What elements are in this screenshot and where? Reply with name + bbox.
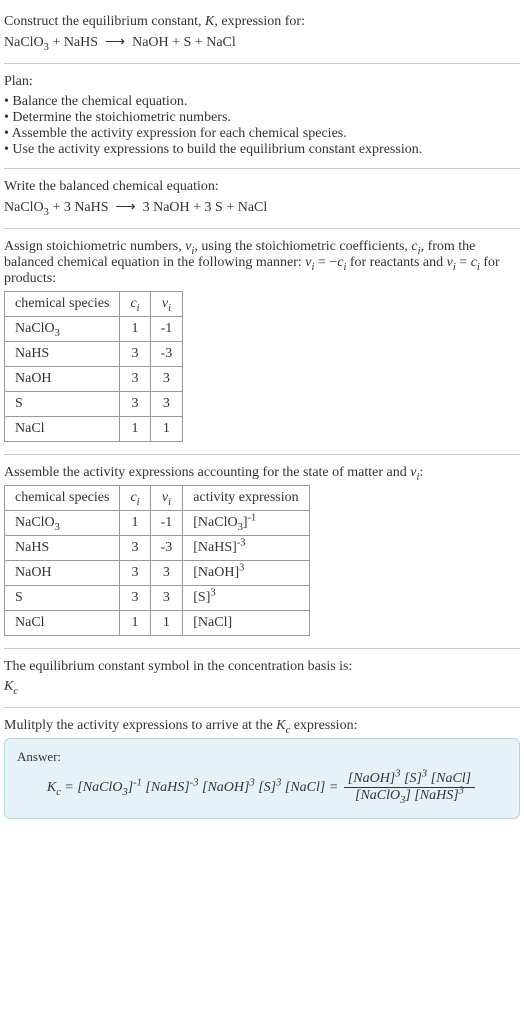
activity-intro: Assemble the activity expressions accoun… — [4, 465, 520, 481]
td: NaOH — [5, 561, 120, 586]
section-eqsymbol: The equilibrium constant symbol in the c… — [4, 649, 520, 708]
plan-title: Plan: — [4, 74, 520, 90]
td: 3 — [120, 367, 150, 392]
section-question: Construct the equilibrium constant, K, e… — [4, 4, 520, 64]
td: 1 — [120, 417, 150, 442]
table-row: NaClO3 1 -1 [NaClO3]-1 — [5, 511, 310, 536]
td: 3 — [150, 586, 183, 611]
balanced-equation: NaClO3 + 3 NaHS ⟶ 3 NaOH + 3 S + NaCl — [4, 199, 520, 216]
table-row: NaHS 3 -3 — [5, 342, 183, 367]
td: NaCl — [5, 611, 120, 636]
td: 3 — [120, 536, 150, 561]
table-row: NaOH 3 3 [NaOH]3 — [5, 561, 310, 586]
td: [NaHS]-3 — [183, 536, 309, 561]
th-vi: νi — [150, 486, 183, 511]
td: NaClO3 — [5, 511, 120, 536]
th-activity: activity expression — [183, 486, 309, 511]
question-equation: NaClO3 + NaHS ⟶ NaOH + S + NaCl — [4, 34, 520, 51]
multiply-title: Mulitply the activity expressions to arr… — [4, 718, 520, 734]
td: 3 — [150, 367, 183, 392]
section-multiply: Mulitply the activity expressions to arr… — [4, 708, 520, 829]
table-row: NaClO3 1 -1 — [5, 317, 183, 342]
plan-item: Assemble the activity expression for eac… — [4, 126, 520, 142]
eqsymbol-line2: Kc — [4, 679, 520, 695]
td: 3 — [120, 586, 150, 611]
eqsymbol-line1: The equilibrium constant symbol in the c… — [4, 659, 520, 675]
table-header-row: chemical species ci νi activity expressi… — [5, 486, 310, 511]
td: NaHS — [5, 536, 120, 561]
table-row: NaHS 3 -3 [NaHS]-3 — [5, 536, 310, 561]
td: [NaCl] — [183, 611, 309, 636]
section-balanced: Write the balanced chemical equation: Na… — [4, 169, 520, 229]
answer-num: [NaOH]3 [S]3 [NaCl] — [344, 771, 475, 788]
td: [NaOH]3 — [183, 561, 309, 586]
table-header-row: chemical species ci νi — [5, 292, 183, 317]
answer-lhs: Kc = [NaClO3]-1 [NaHS]-3 [NaOH]3 [S]3 [N… — [47, 780, 342, 795]
answer-fraction: [NaOH]3 [S]3 [NaCl][NaClO3] [NaHS]3 — [344, 771, 475, 804]
table-row: S 3 3 — [5, 392, 183, 417]
answer-equation: Kc = [NaClO3]-1 [NaHS]-3 [NaOH]3 [S]3 [N… — [17, 771, 507, 804]
td: 3 — [120, 392, 150, 417]
td: 1 — [120, 611, 150, 636]
balanced-title: Write the balanced chemical equation: — [4, 179, 520, 195]
plan-item: Balance the chemical equation. — [4, 94, 520, 110]
td: -1 — [150, 317, 183, 342]
td: 1 — [150, 417, 183, 442]
answer-label: Answer: — [17, 749, 507, 765]
table-row: S 3 3 [S]3 — [5, 586, 310, 611]
td: 1 — [150, 611, 183, 636]
td: -3 — [150, 536, 183, 561]
table-row: NaCl 1 1 — [5, 417, 183, 442]
stoich-table: chemical species ci νi NaClO3 1 -1 NaHS … — [4, 291, 183, 442]
td: -3 — [150, 342, 183, 367]
td: [S]3 — [183, 586, 309, 611]
td: NaHS — [5, 342, 120, 367]
plan-item: Use the activity expressions to build th… — [4, 142, 520, 158]
table-row: NaCl 1 1 [NaCl] — [5, 611, 310, 636]
question-line1: Construct the equilibrium constant, K, e… — [4, 14, 520, 30]
th-species: chemical species — [5, 486, 120, 511]
td: 3 — [150, 392, 183, 417]
plan-list: Balance the chemical equation. Determine… — [4, 94, 520, 158]
td: 3 — [150, 561, 183, 586]
th-ci: ci — [120, 292, 150, 317]
th-vi: νi — [150, 292, 183, 317]
td: 3 — [120, 561, 150, 586]
td: S — [5, 392, 120, 417]
td: -1 — [150, 511, 183, 536]
td: 3 — [120, 342, 150, 367]
td: NaClO3 — [5, 317, 120, 342]
stoich-intro: Assign stoichiometric numbers, νi, using… — [4, 239, 520, 287]
td: NaOH — [5, 367, 120, 392]
th-species: chemical species — [5, 292, 120, 317]
section-plan: Plan: Balance the chemical equation. Det… — [4, 64, 520, 169]
section-activity: Assemble the activity expressions accoun… — [4, 455, 520, 649]
answer-box: Answer: Kc = [NaClO3]-1 [NaHS]-3 [NaOH]3… — [4, 738, 520, 819]
plan-item: Determine the stoichiometric numbers. — [4, 110, 520, 126]
table-row: NaOH 3 3 — [5, 367, 183, 392]
section-stoich: Assign stoichiometric numbers, νi, using… — [4, 229, 520, 455]
td: 1 — [120, 511, 150, 536]
activity-table: chemical species ci νi activity expressi… — [4, 485, 310, 636]
td: NaCl — [5, 417, 120, 442]
answer-den: [NaClO3] [NaHS]3 — [344, 788, 475, 804]
th-ci: ci — [120, 486, 150, 511]
td: [NaClO3]-1 — [183, 511, 309, 536]
document-root: Construct the equilibrium constant, K, e… — [0, 0, 524, 837]
td: S — [5, 586, 120, 611]
td: 1 — [120, 317, 150, 342]
